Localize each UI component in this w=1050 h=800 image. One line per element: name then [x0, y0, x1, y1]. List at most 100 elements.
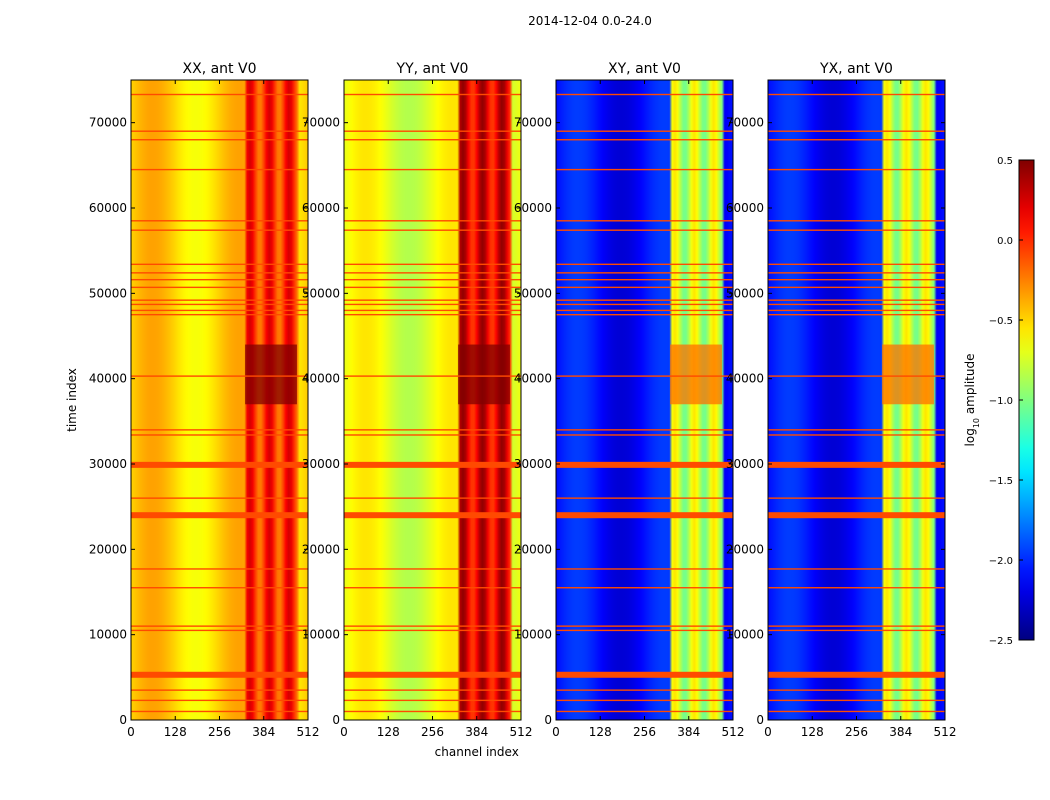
flagged-row: [344, 629, 521, 632]
flagged-row: [556, 375, 733, 377]
flagged-row: [131, 629, 308, 632]
flagged-row: [344, 272, 521, 274]
flagged-row: [131, 139, 308, 141]
flagged-row: [556, 710, 733, 713]
flagged-row: [344, 309, 521, 312]
x-tick-label: 256: [208, 725, 231, 739]
x-tick-label: 0: [127, 725, 135, 739]
y-tick-label: 40000: [89, 372, 127, 386]
flagged-row: [344, 229, 521, 231]
burst-region: [882, 344, 934, 405]
flagged-row: [556, 168, 733, 171]
flagged-row: [768, 512, 945, 519]
y-tick-label: 30000: [89, 457, 127, 471]
x-tick-label: 384: [889, 725, 912, 739]
y-tick-label: 20000: [89, 542, 127, 556]
flagged-row: [131, 497, 308, 499]
flagged-row: [556, 139, 733, 141]
colorbar-tick-label: −2.0: [989, 556, 1013, 567]
flagged-row: [131, 272, 308, 274]
flagged-row: [131, 303, 308, 306]
y-tick-label: 0: [119, 713, 127, 727]
flagged-row: [768, 309, 945, 312]
colorbar-label: log10 amplitude: [963, 354, 981, 447]
panel-title: XX, ant V0: [183, 61, 257, 77]
flagged-row: [344, 263, 521, 266]
y-tick-label: 0: [332, 713, 340, 727]
y-tick-label: 10000: [514, 628, 552, 642]
flagged-row: [131, 689, 308, 691]
flagged-row: [131, 375, 308, 377]
x-tick-label: 384: [677, 725, 700, 739]
y-tick-label: 20000: [514, 542, 552, 556]
y-tick-label: 20000: [302, 542, 340, 556]
colorbar: 0.5 0.0 −0.5 −1.0 −1.5 −2.0 −2.5 log10 amplitud…: [963, 156, 1035, 647]
flagged-row: [556, 512, 733, 519]
y-tick-label: 50000: [302, 286, 340, 300]
flagged-row: [768, 229, 945, 231]
flagged-row: [344, 299, 521, 301]
flagged-row: [344, 671, 521, 678]
y-tick-label: 60000: [302, 201, 340, 215]
flagged-row: [556, 263, 733, 266]
x-tick-label: 128: [801, 725, 824, 739]
flagged-row: [556, 303, 733, 306]
flagged-row: [556, 497, 733, 499]
flagged-row: [768, 689, 945, 691]
flagged-row: [768, 429, 945, 431]
burst-region: [670, 344, 722, 405]
colorbar-label-sub: 10: [972, 418, 981, 428]
x-tick-label: 128: [377, 725, 400, 739]
x-tick-label: 256: [845, 725, 868, 739]
flagged-row: [768, 710, 945, 713]
y-tick-label: 70000: [302, 116, 340, 130]
flagged-row: [131, 699, 308, 702]
flagged-row: [131, 309, 308, 312]
colorbar-tick-label: −0.5: [989, 316, 1013, 327]
panel-title: XY, ant V0: [608, 61, 681, 77]
flagged-row: [131, 434, 308, 436]
x-tick-label: 512: [722, 725, 745, 739]
y-tick-label: 60000: [726, 201, 764, 215]
x-tick-label: 0: [764, 725, 772, 739]
flagged-row: [131, 286, 308, 289]
flagged-row: [131, 229, 308, 231]
flagged-row: [131, 625, 308, 627]
y-tick-label: 30000: [302, 457, 340, 471]
flagged-row: [344, 568, 521, 570]
flagged-row: [344, 625, 521, 627]
flagged-row: [556, 568, 733, 570]
flagged-row: [344, 220, 521, 222]
y-tick-label: 50000: [726, 286, 764, 300]
y-tick-label: 10000: [302, 628, 340, 642]
flagged-row: [556, 461, 733, 468]
flagged-row: [768, 497, 945, 499]
x-tick-label: 128: [164, 725, 187, 739]
flagged-row: [131, 263, 308, 266]
flagged-row: [131, 568, 308, 570]
panel-0: 0 128 256 384 512 0 10000 20000 30000 40000 50000 6…: [65, 61, 319, 739]
flagged-row: [344, 710, 521, 713]
flagged-row: [768, 568, 945, 570]
flagged-row: [131, 299, 308, 301]
x-axis-label: channel index: [435, 745, 519, 759]
flagged-row: [131, 710, 308, 713]
flagged-row: [344, 139, 521, 141]
y-tick-label: 70000: [514, 116, 552, 130]
flagged-row: [344, 303, 521, 306]
flagged-row: [131, 429, 308, 431]
colorbar-tick-label: −1.0: [989, 396, 1013, 407]
x-tick-label: 384: [465, 725, 488, 739]
flagged-row: [344, 699, 521, 702]
flagged-row: [556, 309, 733, 312]
flagged-row: [131, 220, 308, 222]
flagged-row: [344, 429, 521, 431]
burst-region: [245, 344, 297, 405]
panel-title: YY, ant V0: [396, 61, 469, 77]
figure-title: 2014-12-04 0.0-24.0: [528, 14, 652, 28]
panel-title: YX, ant V0: [819, 61, 893, 77]
flagged-row: [768, 671, 945, 678]
flagged-row: [768, 278, 945, 281]
flagged-row: [556, 434, 733, 436]
flagged-row: [768, 461, 945, 468]
